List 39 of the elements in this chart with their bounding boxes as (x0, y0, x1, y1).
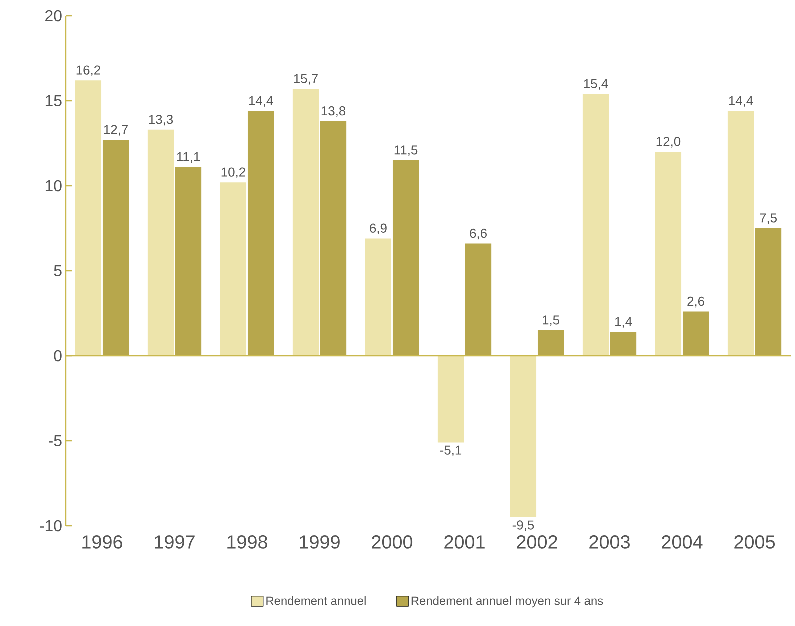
data-label: 16,2 (76, 66, 100, 76)
y-tick-label: 0 (54, 350, 62, 362)
data-label: 14,4 (249, 96, 274, 108)
y-tick-label: 15 (46, 95, 62, 107)
data-label: 12,0 (656, 137, 681, 148)
data-label: 10,2 (222, 168, 246, 178)
y-tick-label: 10 (46, 180, 62, 192)
data-label: 13,8 (322, 106, 346, 118)
x-tick-label: 1999 (300, 535, 340, 549)
data-label: 1,4 (616, 317, 632, 328)
legend-label: Rendement annuel (266, 596, 366, 606)
data-label: 1,5 (543, 316, 560, 326)
data-label: 11,5 (394, 146, 418, 156)
y-tick-label: -5 (49, 435, 62, 447)
x-tick-label: 1996 (82, 535, 122, 549)
x-tick-label: 1997 (155, 535, 195, 549)
y-tick-label: 5 (54, 265, 62, 277)
data-label: -9,5 (512, 520, 534, 532)
data-label: -5,1 (440, 446, 462, 456)
x-tick-label: 2005 (734, 535, 776, 549)
x-tick-label: 2002 (517, 535, 558, 549)
data-label: 15,4 (584, 79, 608, 90)
x-tick-label: 2004 (662, 535, 703, 549)
x-tick-label: 2003 (590, 535, 630, 549)
x-tick-label: 1998 (228, 535, 268, 549)
legend-label: Rendement annuel moyen sur 4 ans (412, 596, 604, 608)
data-label: 2,6 (688, 296, 704, 308)
data-label: 14,4 (729, 96, 754, 108)
data-label: 11,1 (177, 152, 200, 164)
x-tick-label: 2000 (372, 535, 413, 549)
data-label: 12,7 (104, 125, 128, 136)
data-label: 6,9 (370, 224, 387, 235)
y-tick-label: -10 (40, 520, 62, 532)
data-label: 15,7 (294, 74, 318, 85)
data-label: 6,6 (470, 228, 487, 240)
y-tick-label: 20 (46, 10, 62, 22)
x-tick-label: 2001 (444, 535, 485, 549)
data-label: 7,5 (760, 214, 777, 224)
data-label: 13,3 (149, 115, 174, 126)
